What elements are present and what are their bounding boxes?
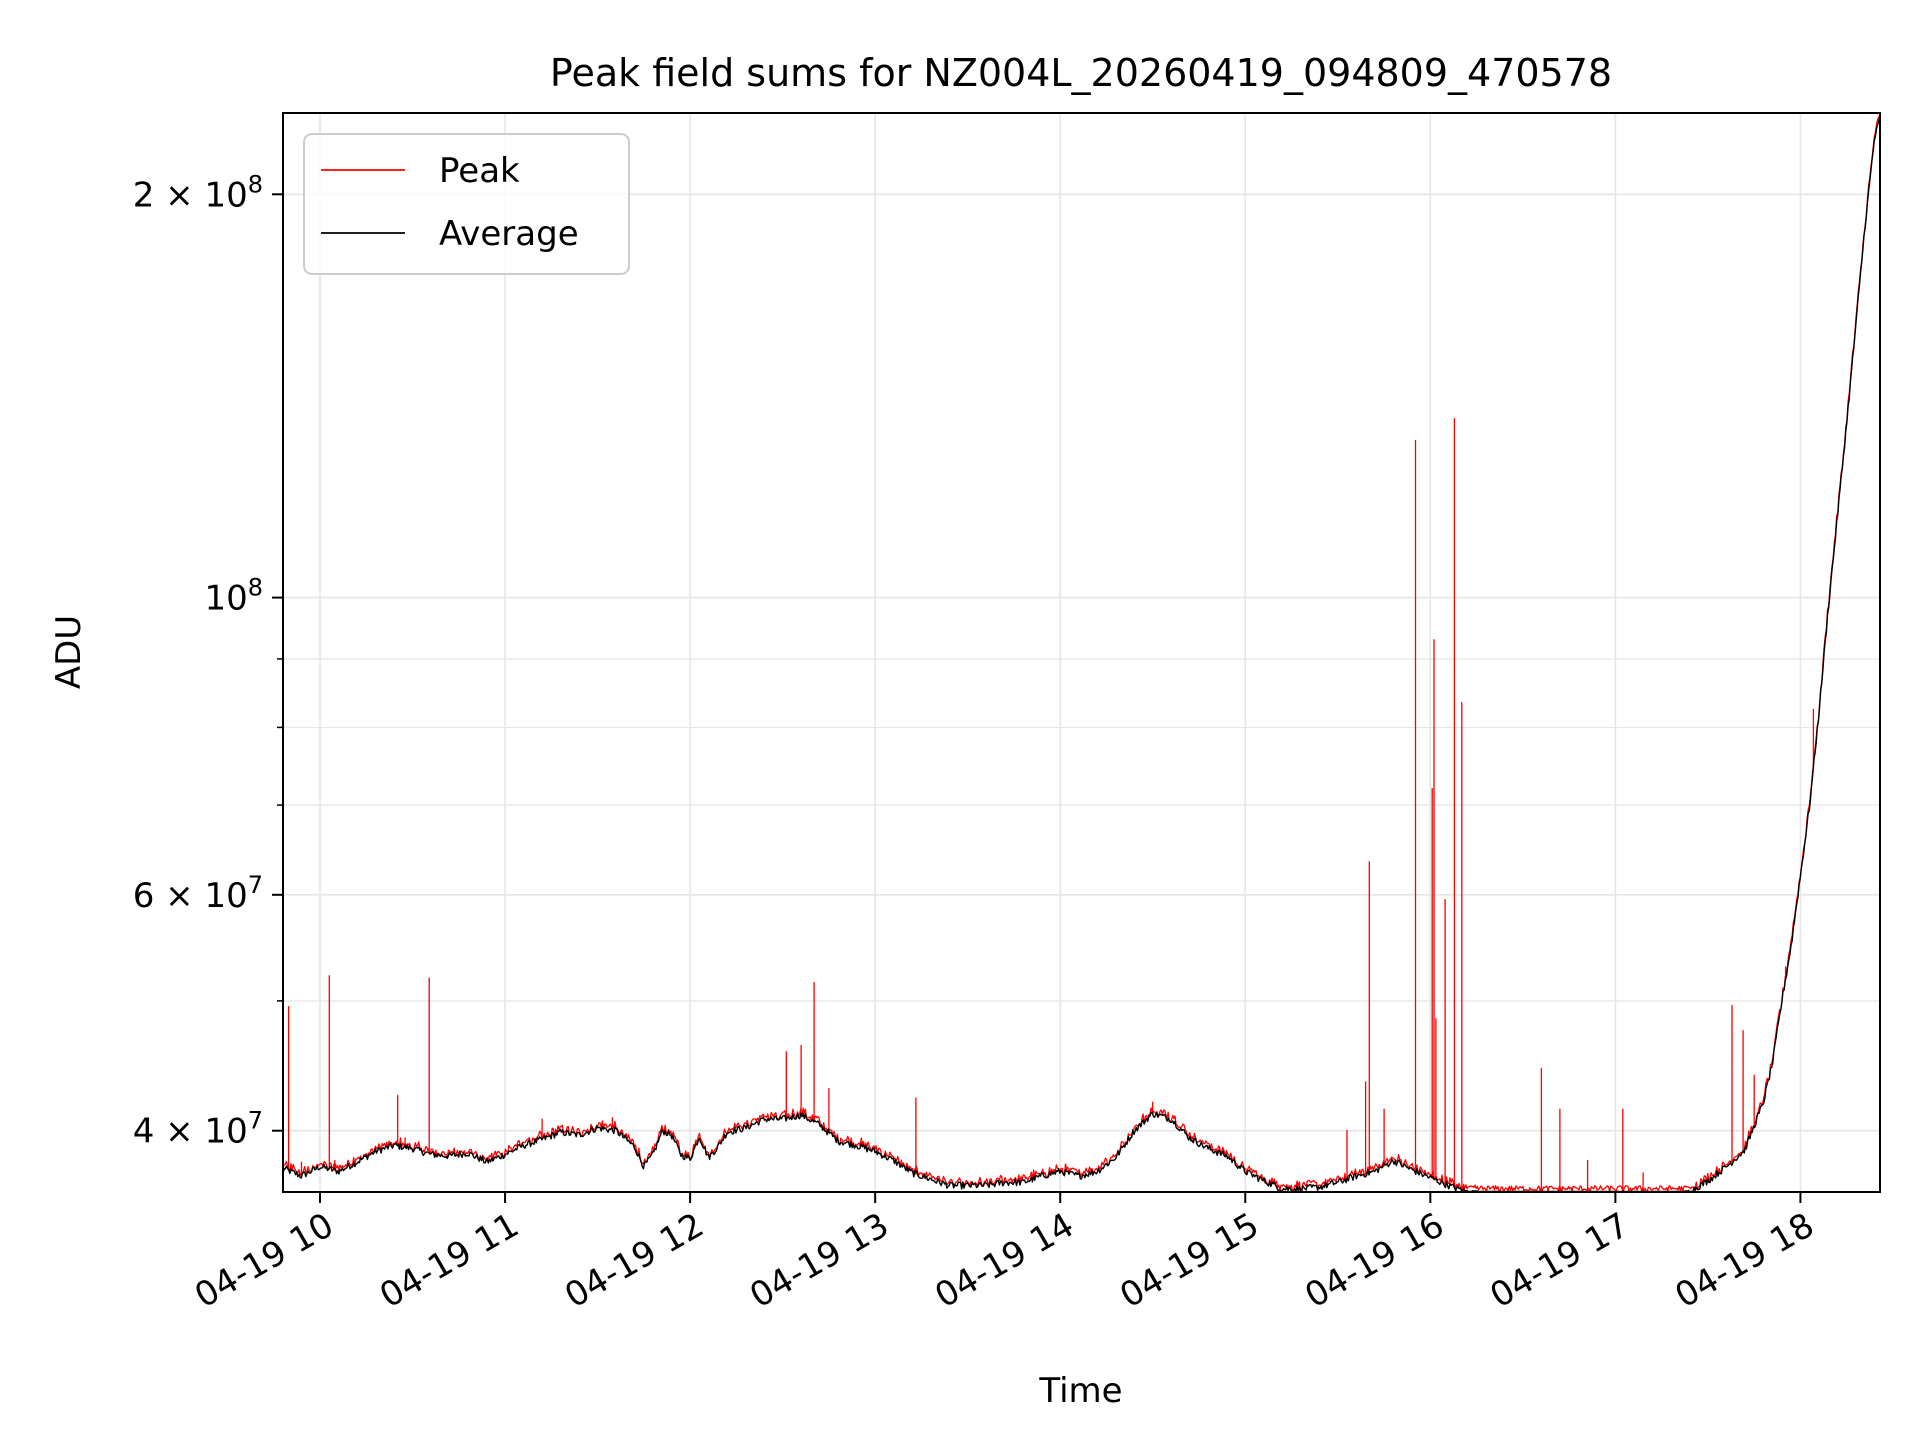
legend: Peak Average: [303, 133, 630, 275]
legend-peak-label: Peak: [439, 151, 520, 191]
chart-title: Peak field sums for NZ004L_20260419_0948…: [550, 51, 1612, 95]
plot-frame: [282, 112, 1881, 1193]
y-axis-label: ADU: [49, 615, 89, 689]
y-tick-label: 108: [204, 574, 263, 619]
legend-box: [303, 133, 630, 275]
grid: [283, 113, 1880, 1192]
legend-average-label: Average: [439, 214, 579, 254]
x-axis-label: Time: [1038, 1371, 1122, 1411]
y-tick-label: 6 × 107: [133, 871, 263, 916]
y-tick-label: 2 × 108: [133, 170, 263, 215]
y-tick-label: 4 × 107: [133, 1107, 263, 1152]
